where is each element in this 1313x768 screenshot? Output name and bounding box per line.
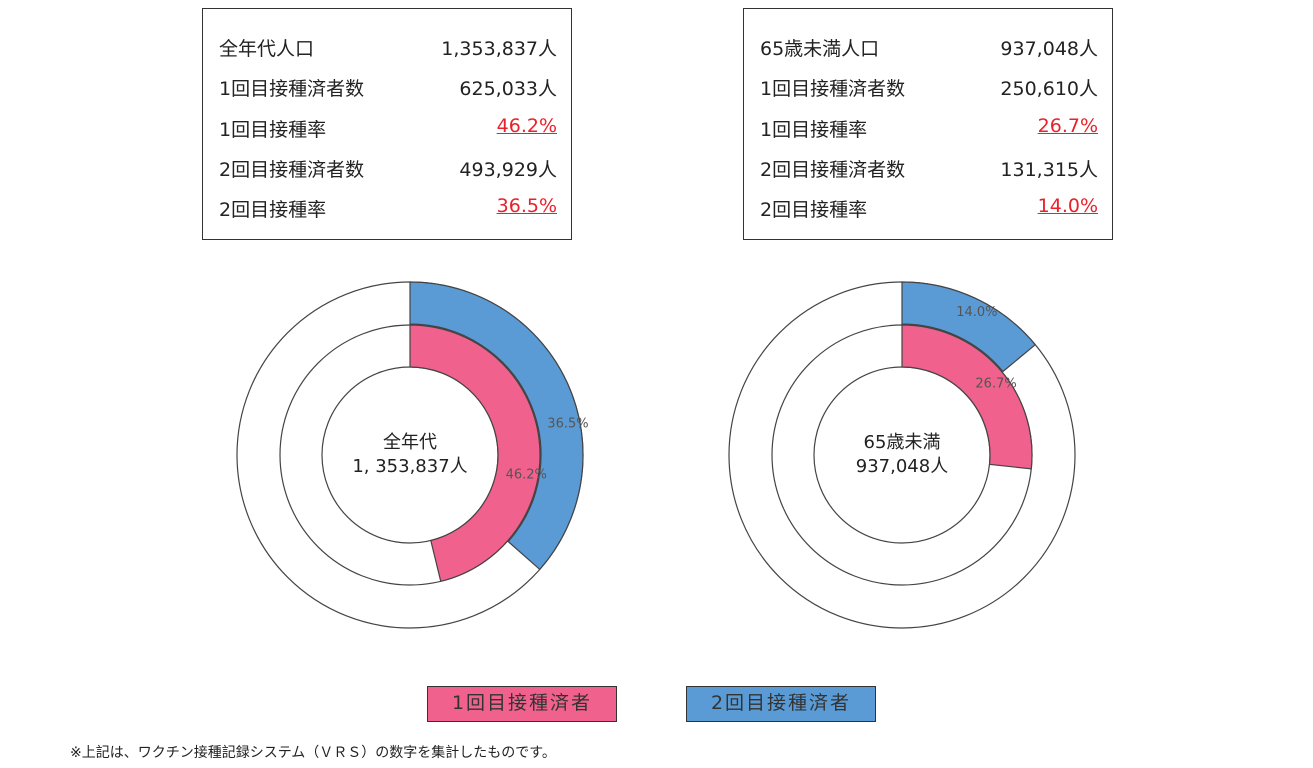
- center-label: 65歳未満: [864, 432, 941, 453]
- second-dose-data-label: 36.5%: [547, 416, 588, 431]
- donut-chart-all-ages: 46.2% 36.5% 全年代 1, 353,837人: [236, 281, 589, 629]
- row-label: 2回目接種済者数: [219, 159, 365, 181]
- row-value: 131,315人: [1000, 159, 1098, 181]
- row-label: 2回目接種率: [219, 199, 327, 221]
- ring-outline: [813, 366, 991, 544]
- first-dose-slice: [901, 324, 1033, 470]
- row-label: 2回目接種率: [760, 199, 868, 221]
- table-row: 2回目接種率 14.0%: [760, 195, 1098, 225]
- second-dose-slice: [901, 281, 1037, 373]
- second-dose-slice: [409, 281, 584, 571]
- second-dose-data-label: 14.0%: [956, 305, 997, 320]
- row-label: 1回目接種済者数: [219, 78, 365, 100]
- center-label: 937,048人: [856, 456, 948, 477]
- row-label: 65歳未満人口: [760, 38, 880, 60]
- row-value: 625,033人: [459, 78, 557, 100]
- table-row: 2回目接種済者数 131,315人: [760, 155, 1098, 185]
- table-row: 2回目接種率 36.5%: [219, 195, 557, 225]
- first-dose-rate-value: 46.2%: [496, 115, 557, 137]
- legend-first-dose: 1回目接種済者: [427, 686, 617, 722]
- table-row: 1回目接種率 26.7%: [760, 115, 1098, 145]
- row-label: 1回目接種率: [219, 119, 327, 141]
- legend-second-dose: 2回目接種済者: [686, 686, 876, 722]
- table-row: 1回目接種済者数 625,033人: [219, 74, 557, 104]
- row-value: 1,353,837人: [441, 38, 557, 60]
- row-label: 全年代人口: [219, 38, 315, 60]
- row-label: 2回目接種済者数: [760, 159, 906, 181]
- center-label: 1, 353,837人: [352, 456, 467, 477]
- table-row: 2回目接種済者数 493,929人: [219, 155, 557, 185]
- summary-table-under-65: 65歳未満人口 937,048人 1回目接種済者数 250,610人 1回目接種…: [743, 8, 1113, 240]
- first-dose-rate-value: 26.7%: [1037, 115, 1098, 137]
- table-row: 65歳未満人口 937,048人: [760, 34, 1098, 64]
- row-label: 1回目接種済者数: [760, 78, 906, 100]
- second-dose-rate-value: 14.0%: [1037, 195, 1098, 217]
- summary-table-all-ages: 全年代人口 1,353,837人 1回目接種済者数 625,033人 1回目接種…: [202, 8, 572, 240]
- center-label: 全年代: [383, 432, 437, 453]
- table-row: 1回目接種率 46.2%: [219, 115, 557, 145]
- first-dose-slice: [409, 324, 541, 583]
- table-row: 全年代人口 1,353,837人: [219, 34, 557, 64]
- donut-chart-under-65: 26.7% 14.0% 65歳未満 937,048人: [728, 281, 1076, 629]
- ring-outline: [321, 366, 499, 544]
- row-value: 493,929人: [459, 159, 557, 181]
- row-label: 1回目接種率: [760, 119, 868, 141]
- footnote: ※上記は、ワクチン接種記録システム（ＶＲＳ）の数字を集計したものです。: [70, 745, 556, 761]
- row-value: 937,048人: [1000, 38, 1098, 60]
- first-dose-data-label: 26.7%: [975, 376, 1016, 391]
- second-dose-rate-value: 36.5%: [496, 195, 557, 217]
- table-row: 1回目接種済者数 250,610人: [760, 74, 1098, 104]
- first-dose-data-label: 46.2%: [506, 468, 547, 483]
- row-value: 250,610人: [1000, 78, 1098, 100]
